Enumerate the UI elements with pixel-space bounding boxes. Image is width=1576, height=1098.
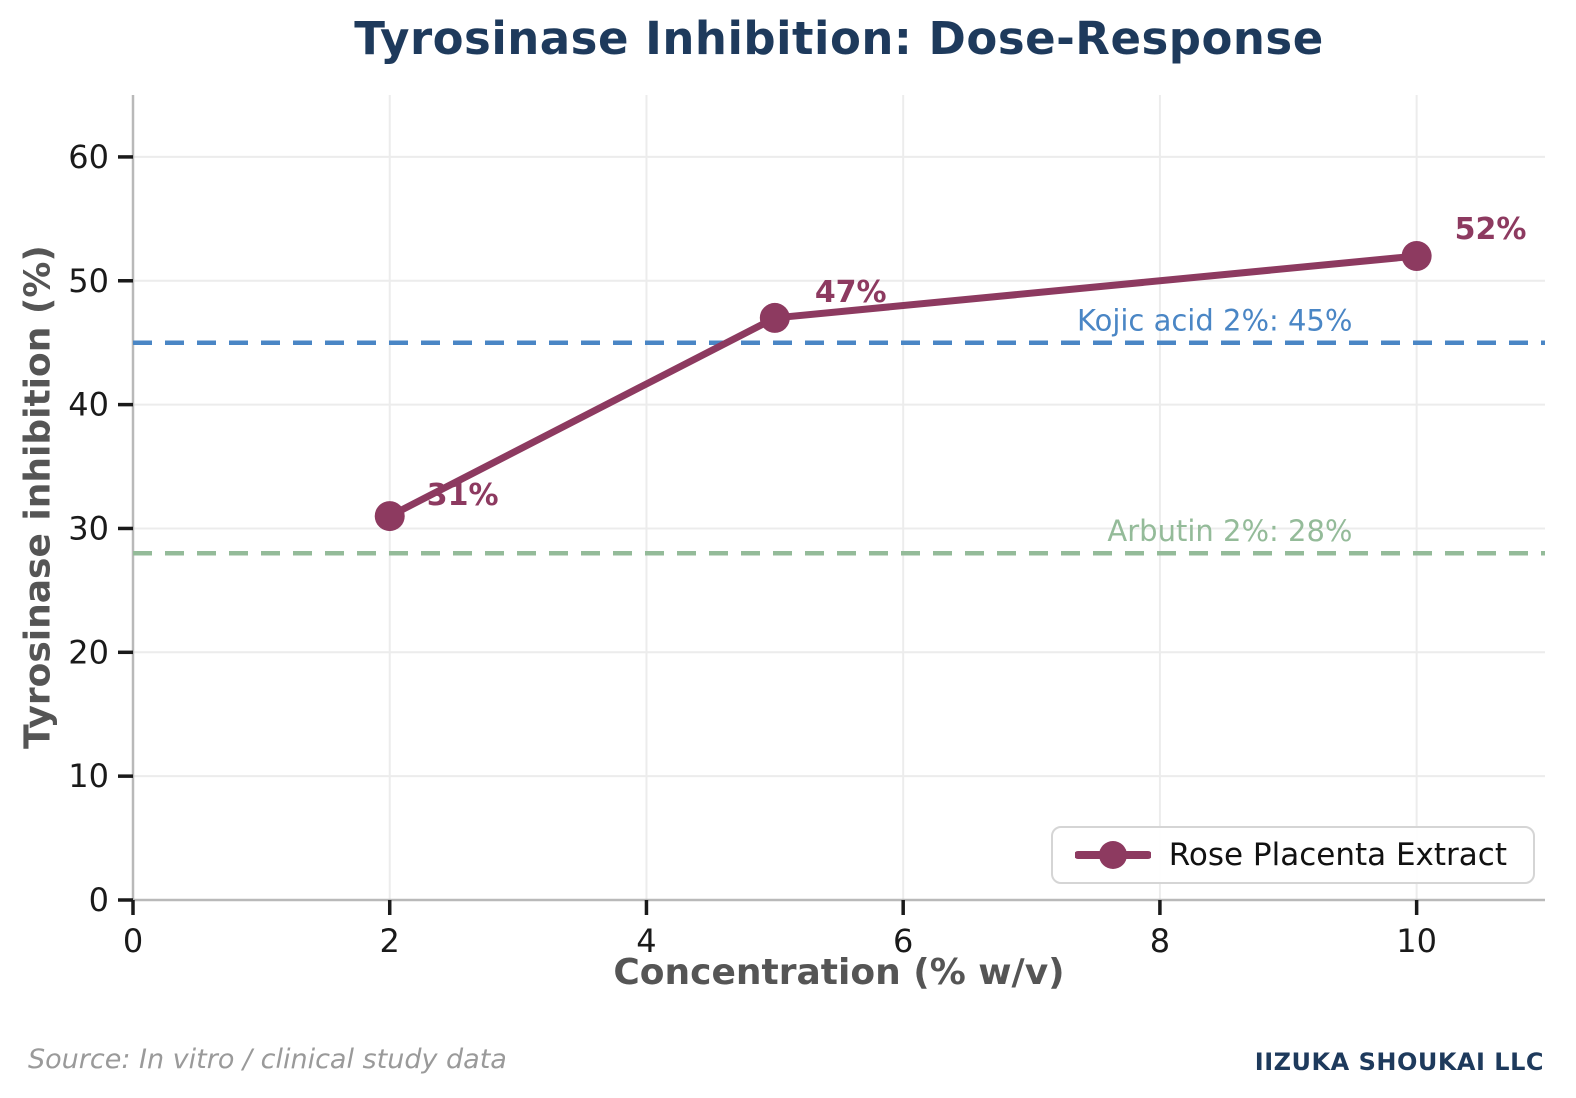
x-tick-label: 4 [636,922,656,960]
y-tick-label: 0 [89,881,109,919]
y-tick-label: 10 [68,757,109,795]
y-tick-label: 30 [68,509,109,547]
reference-line-label: Kojic acid 2%: 45% [1077,304,1352,338]
chart-title: Tyrosinase Inhibition: Dose-Response [354,12,1324,65]
x-tick-label: 0 [123,922,143,960]
legend-point-sample [1098,841,1127,869]
y-tick-label: 40 [68,386,109,424]
data-point-label: 52% [1455,212,1527,247]
data-point-marker [374,501,405,532]
legend-marker-icon [1074,841,1151,869]
x-tick-label: 10 [1396,922,1437,960]
footer-source-note: Source: In vitro / clinical study data [28,1044,507,1075]
x-tick-label: 2 [380,922,400,960]
data-point-label: 47% [815,275,887,310]
data-point-marker [1401,241,1432,271]
data-point-label: 31% [427,478,499,513]
reference-line-label: Arbutin 2%: 28% [1107,514,1352,548]
x-tick-label: 6 [893,922,913,960]
y-tick-label: 20 [68,633,109,671]
data-point-marker [759,302,790,333]
x-tick-label: 8 [1150,922,1170,960]
legend-label: Rose Placenta Extract [1168,837,1507,873]
y-tick-label: 50 [68,262,109,300]
x-axis-label: Concentration (% w/v) [613,952,1065,993]
y-axis-label: Tyrosinase inhibition (%) [17,245,59,749]
legend: Rose Placenta Extract [1050,826,1535,884]
y-tick-label: 60 [68,138,109,176]
footer-brand: IIZUKA SHOUKAI LLC [1254,1048,1544,1076]
